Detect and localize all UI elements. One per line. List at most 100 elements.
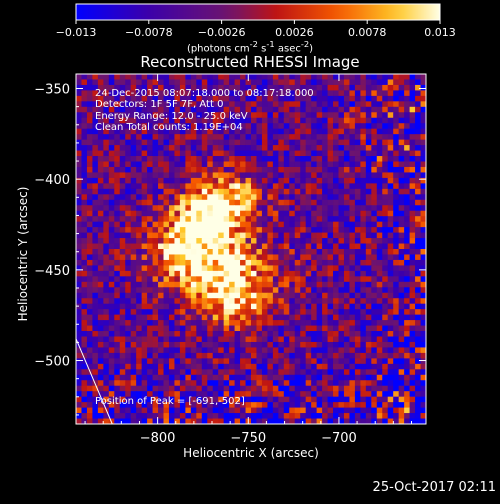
heatmap-cell xyxy=(147,369,153,376)
heatmap-cell xyxy=(76,188,82,195)
heatmap-cell xyxy=(136,341,143,348)
heatmap-cell xyxy=(81,112,88,119)
heatmap-cell xyxy=(147,161,153,168)
heatmap-cell xyxy=(283,320,290,326)
heatmap-cell xyxy=(76,369,82,376)
heatmap-cell xyxy=(108,106,115,113)
heatmap-cell xyxy=(218,363,225,370)
heatmap-cell xyxy=(327,227,334,233)
heatmap-cell xyxy=(240,320,246,326)
heatmap-cell xyxy=(415,101,421,108)
heatmap-cell xyxy=(136,265,143,272)
heatmap-cell xyxy=(300,358,307,365)
heatmap-cell xyxy=(261,281,268,288)
heatmap-cell xyxy=(333,90,339,97)
heatmap-cell xyxy=(136,112,143,119)
heatmap-cell xyxy=(305,79,312,86)
heatmap-cell xyxy=(190,210,197,217)
heatmap-cell xyxy=(349,418,356,425)
heatmap-cell xyxy=(261,84,268,91)
heatmap-cell xyxy=(305,205,312,212)
heatmap-cell xyxy=(360,216,367,223)
heatmap-cell xyxy=(229,156,235,162)
heatmap-cell xyxy=(387,276,394,283)
heatmap-cell xyxy=(278,320,285,326)
heatmap-cell xyxy=(371,128,378,135)
heatmap-cell xyxy=(125,199,132,206)
heatmap-cell xyxy=(343,172,350,179)
heatmap-cell xyxy=(190,336,197,343)
heatmap-cell xyxy=(360,303,367,310)
heatmap-cell xyxy=(136,156,143,162)
heatmap-cell xyxy=(283,150,290,157)
heatmap-cell xyxy=(201,352,208,359)
heatmap-cell xyxy=(267,188,274,195)
heatmap-cell xyxy=(81,95,88,102)
heatmap-cell xyxy=(234,287,241,294)
heatmap-cell xyxy=(92,374,99,381)
heatmap-cell xyxy=(316,259,323,266)
heatmap-cell xyxy=(354,391,361,398)
heatmap-cell xyxy=(256,128,263,135)
heatmap-cell xyxy=(311,303,318,310)
heatmap-cell xyxy=(354,199,361,206)
heatmap-cell xyxy=(92,259,99,266)
heatmap-cell xyxy=(294,106,301,113)
heatmap-cell xyxy=(119,320,126,326)
heatmap-cell xyxy=(240,309,246,316)
heatmap-cell xyxy=(185,347,192,354)
heatmap-cell xyxy=(136,123,143,130)
heatmap-cell xyxy=(256,134,263,141)
heatmap-cell xyxy=(158,156,164,162)
heatmap-cell xyxy=(398,265,405,272)
heatmap-cell xyxy=(333,128,339,135)
heatmap-cell xyxy=(168,150,175,157)
heatmap-cell xyxy=(119,396,126,403)
heatmap-cell xyxy=(168,402,175,408)
heatmap-cell xyxy=(360,156,367,162)
heatmap-cell xyxy=(289,172,296,179)
heatmap-cell xyxy=(272,194,279,201)
heatmap-cell xyxy=(343,396,350,403)
heatmap-cell xyxy=(218,314,225,321)
heatmap-cell xyxy=(245,188,252,195)
heatmap-cell xyxy=(119,183,126,190)
heatmap-cell xyxy=(174,112,181,119)
heatmap-cell xyxy=(81,145,88,151)
heatmap-cell xyxy=(190,112,197,119)
heatmap-cell xyxy=(141,79,148,86)
heatmap-cell xyxy=(163,90,170,97)
heatmap-cell xyxy=(212,205,219,212)
heatmap-cell xyxy=(114,221,121,228)
heatmap-cell xyxy=(289,413,296,419)
heatmap-cell xyxy=(305,106,312,113)
heatmap-cell xyxy=(81,325,88,332)
heatmap-cell xyxy=(212,128,219,135)
heatmap-cell xyxy=(240,139,246,146)
heatmap-cell xyxy=(185,276,192,283)
heatmap-cell xyxy=(245,363,252,370)
heatmap-cell xyxy=(278,221,285,228)
heatmap-cell xyxy=(158,331,164,337)
heatmap-cell xyxy=(382,243,389,250)
heatmap-cell xyxy=(158,396,164,403)
heatmap-cell xyxy=(114,177,121,184)
heatmap-cell xyxy=(218,205,225,212)
heatmap-cell xyxy=(97,112,104,119)
heatmap-cell xyxy=(333,172,339,179)
heatmap-cell xyxy=(305,74,312,80)
heatmap-cell xyxy=(338,227,345,233)
heatmap-cell xyxy=(152,352,159,359)
heatmap-cell xyxy=(322,281,328,288)
heatmap-cell xyxy=(141,391,148,398)
heatmap-cell xyxy=(218,309,225,316)
heatmap-cell xyxy=(272,320,279,326)
heatmap-cell xyxy=(76,385,82,392)
heatmap-cell xyxy=(212,287,219,294)
heatmap-cell xyxy=(365,303,372,310)
heatmap-cell xyxy=(81,374,88,381)
heatmap-cell xyxy=(387,145,394,151)
heatmap-cell xyxy=(103,221,110,228)
heatmap-cell xyxy=(371,227,378,233)
heatmap-cell xyxy=(136,259,143,266)
